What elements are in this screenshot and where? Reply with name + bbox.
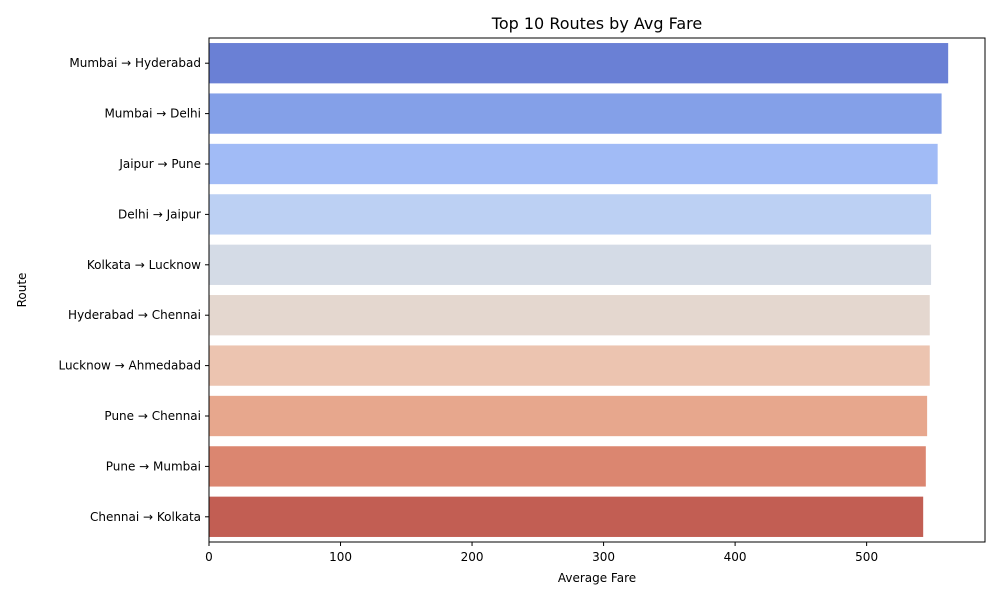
x-tick-label: 500 [855,550,878,564]
bar-2 [209,143,938,185]
x-axis-label: Average Fare [558,571,636,585]
y-axis-label: Route [15,273,29,308]
x-tick-label: 400 [724,550,747,564]
y-tick-label: Kolkata → Lucknow [87,258,201,272]
bar-0 [209,43,949,84]
bar-8 [209,446,926,487]
axes-frame [208,37,986,543]
bar-6 [209,345,930,386]
y-tick-label: Chennai → Kolkata [90,510,201,524]
y-tick-label: Pune → Chennai [104,409,201,423]
bar-5 [209,295,930,336]
bar-3 [209,194,932,235]
bar-4 [209,244,932,285]
y-tick-label: Hyderabad → Chennai [68,308,201,322]
bar-9 [209,496,924,537]
bar-7 [209,395,928,437]
x-tick-label: 0 [205,550,213,564]
x-tick-label: 200 [461,550,484,564]
y-tick-label: Jaipur → Pune [118,157,201,171]
y-tick-label: Delhi → Jaipur [118,207,201,221]
bars-group [209,43,949,537]
y-tick-label: Mumbai → Hyderabad [69,56,201,70]
x-tick-label: 100 [329,550,352,564]
x-ticks-group: 0 100 200 300 400 500 [205,542,878,564]
y-tick-label: Lucknow → Ahmedabad [58,359,201,373]
x-tick-label: 300 [592,550,615,564]
chart-title: Top 10 Routes by Avg Fare [491,14,702,33]
y-tick-label: Mumbai → Delhi [104,107,201,121]
plot-frame [208,37,986,543]
y-tick-label: Pune → Mumbai [106,459,201,473]
bar-1 [209,93,942,134]
y-ticks-group: Mumbai → Hyderabad Mumbai → Delhi Jaipur →… [58,56,209,524]
